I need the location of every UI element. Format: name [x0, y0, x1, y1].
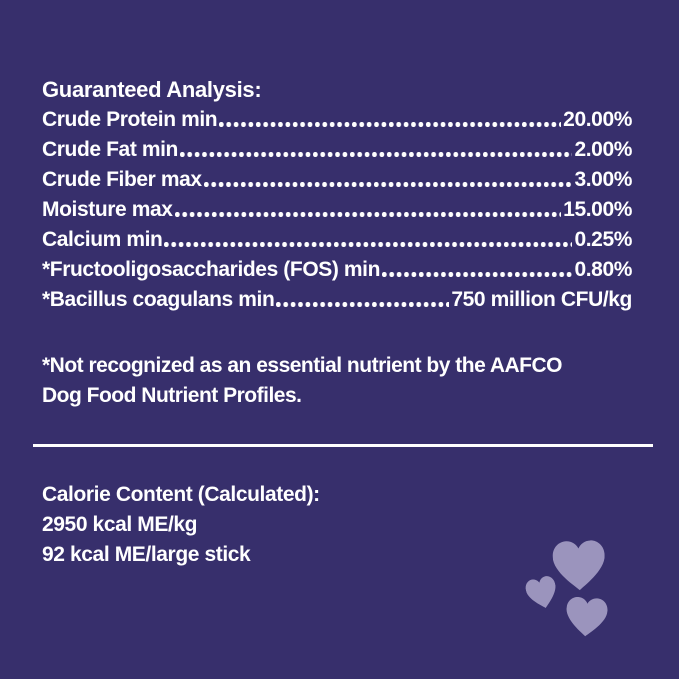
analysis-row: Moisture max 15.00% — [42, 195, 632, 225]
dot-leader — [179, 152, 573, 157]
heart-shape — [566, 597, 608, 637]
footnote-line: *Not recognized as an essential nutrient… — [42, 354, 562, 377]
calorie-content-section: Calorie Content (Calculated): 2950 kcal … — [42, 480, 632, 570]
dot-leader — [164, 242, 573, 247]
analysis-row: Crude Fat min 2.00% — [42, 135, 632, 165]
analysis-row-label: Crude Fiber max — [42, 168, 202, 191]
analysis-row: Crude Protein min 20.00% — [42, 105, 632, 135]
heart-icon-small — [524, 574, 561, 612]
heart-shape — [525, 576, 556, 609]
section-divider — [33, 444, 653, 447]
analysis-row-label: *Bacillus coagulans min — [42, 288, 275, 311]
heart-icon-bottom — [565, 596, 609, 639]
aafco-footnote: *Not recognized as an essential nutrient… — [42, 351, 632, 411]
heart-shape — [552, 540, 605, 591]
dot-leader — [276, 302, 450, 307]
analysis-row-value: 0.80% — [574, 258, 632, 281]
heart-icon-large — [552, 539, 606, 592]
analysis-row-label: Crude Protein min — [42, 108, 218, 131]
guaranteed-analysis-heading: Guaranteed Analysis: — [42, 77, 262, 102]
analysis-row: Crude Fiber max 3.00% — [42, 165, 632, 195]
analysis-row-label: Calcium min — [42, 228, 163, 251]
analysis-row-label: Moisture max — [42, 198, 173, 221]
analysis-row-value: 15.00% — [563, 198, 632, 221]
calorie-line-per-kg: 2950 kcal ME/kg — [42, 513, 198, 536]
analysis-row: Calcium min 0.25% — [42, 225, 632, 255]
calorie-content-heading: Calorie Content (Calculated): — [42, 483, 320, 506]
dot-leader — [174, 212, 562, 217]
analysis-row-value: 2.00% — [574, 138, 632, 161]
analysis-row: *Fructooligosaccharides (FOS) min 0.80% — [42, 255, 632, 285]
analysis-row-value: 3.00% — [574, 168, 632, 191]
analysis-row-value: 750 million CFU/kg — [451, 288, 632, 311]
footnote-line: Dog Food Nutrient Profiles. — [42, 384, 302, 407]
dot-leader — [219, 122, 562, 127]
analysis-row-value: 20.00% — [563, 108, 632, 131]
calorie-line-per-stick: 92 kcal ME/large stick — [42, 543, 251, 566]
guaranteed-analysis-section: Guaranteed Analysis: Crude Protein min 2… — [42, 77, 632, 570]
analysis-row: *Bacillus coagulans min 750 million CFU/… — [42, 285, 632, 315]
dot-leader — [203, 182, 573, 187]
analysis-row-label: *Fructooligosaccharides (FOS) min — [42, 258, 381, 281]
analysis-row-label: Crude Fat min — [42, 138, 178, 161]
dot-leader — [382, 272, 573, 277]
analysis-row-value: 0.25% — [574, 228, 632, 251]
